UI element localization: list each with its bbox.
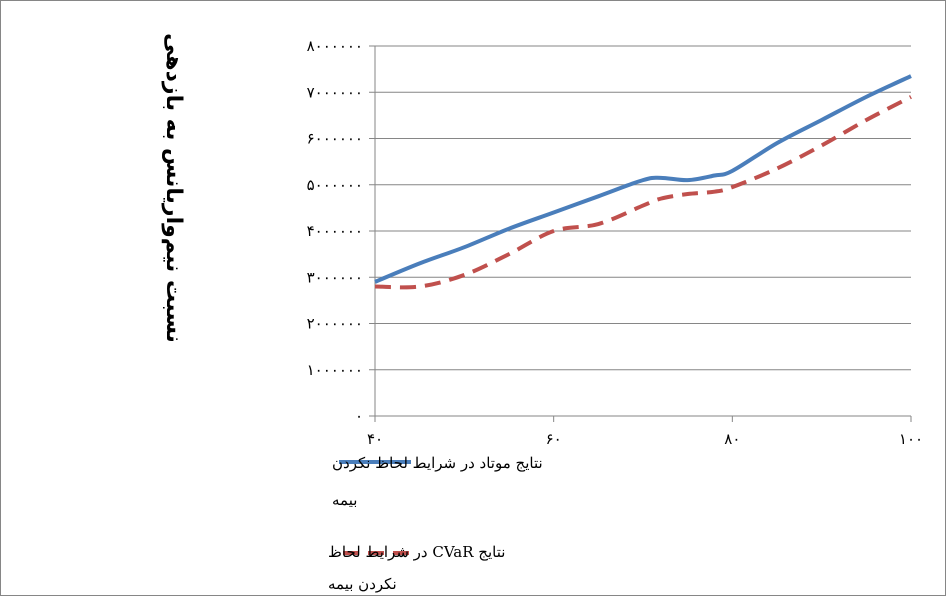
axes <box>369 45 912 422</box>
y-tick-label: ۰ <box>355 407 363 425</box>
legend: نتایج موتاد در شرایط لحاظ نکردن بیمه نتایج… <box>328 454 543 593</box>
y-tick-label: ۱۰۰۰۰۰۰ <box>307 361 363 379</box>
series-line-motad <box>374 74 912 284</box>
legend-label: نکردن بیمه <box>328 575 397 593</box>
series-line-cvar <box>374 95 912 290</box>
y-axis-title: نسبت نیم‌واریانس به بازدهی <box>161 33 186 343</box>
series-lines <box>374 74 912 290</box>
legend-label: نتایج موتاد در شرایط لحاظ نکردن <box>332 454 543 472</box>
x-tick-label: ۱۰۰ <box>899 430 923 448</box>
legend-label: بیمه <box>332 491 357 509</box>
legend-label: نتایج CVaR در شرایط لحاظ <box>328 543 505 561</box>
y-tick-label: ۴۰۰۰۰۰۰ <box>307 222 363 240</box>
x-tick-label: ۸۰ <box>724 430 740 448</box>
y-tick-label: ۸۰۰۰۰۰۰ <box>307 37 363 55</box>
y-tick-label: ۲۰۰۰۰۰۰ <box>307 315 363 333</box>
x-tick-label: ۶۰ <box>546 430 562 448</box>
x-tick-label: ۴۰ <box>367 430 383 448</box>
y-tick-label: ۷۰۰۰۰۰۰ <box>307 83 363 101</box>
tick-labels: ۰ ۱۰۰۰۰۰۰ ۲۰۰۰۰۰۰ ۳۰۰۰۰۰۰ ۴۰۰۰۰۰۰ ۵۰۰۰۰۰۰ ۶۰۰۰… <box>307 37 923 448</box>
y-tick-label: ۳۰۰۰۰۰۰ <box>307 268 363 286</box>
y-tick-label: ۵۰۰۰۰۰۰ <box>307 176 363 194</box>
grid-lines <box>375 45 911 371</box>
y-tick-label: ۶۰۰۰۰۰۰ <box>307 130 363 148</box>
